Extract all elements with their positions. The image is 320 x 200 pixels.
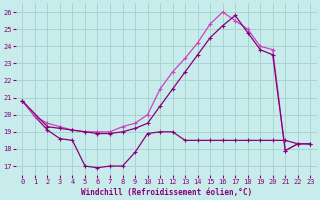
X-axis label: Windchill (Refroidissement éolien,°C): Windchill (Refroidissement éolien,°C) [81,188,252,197]
